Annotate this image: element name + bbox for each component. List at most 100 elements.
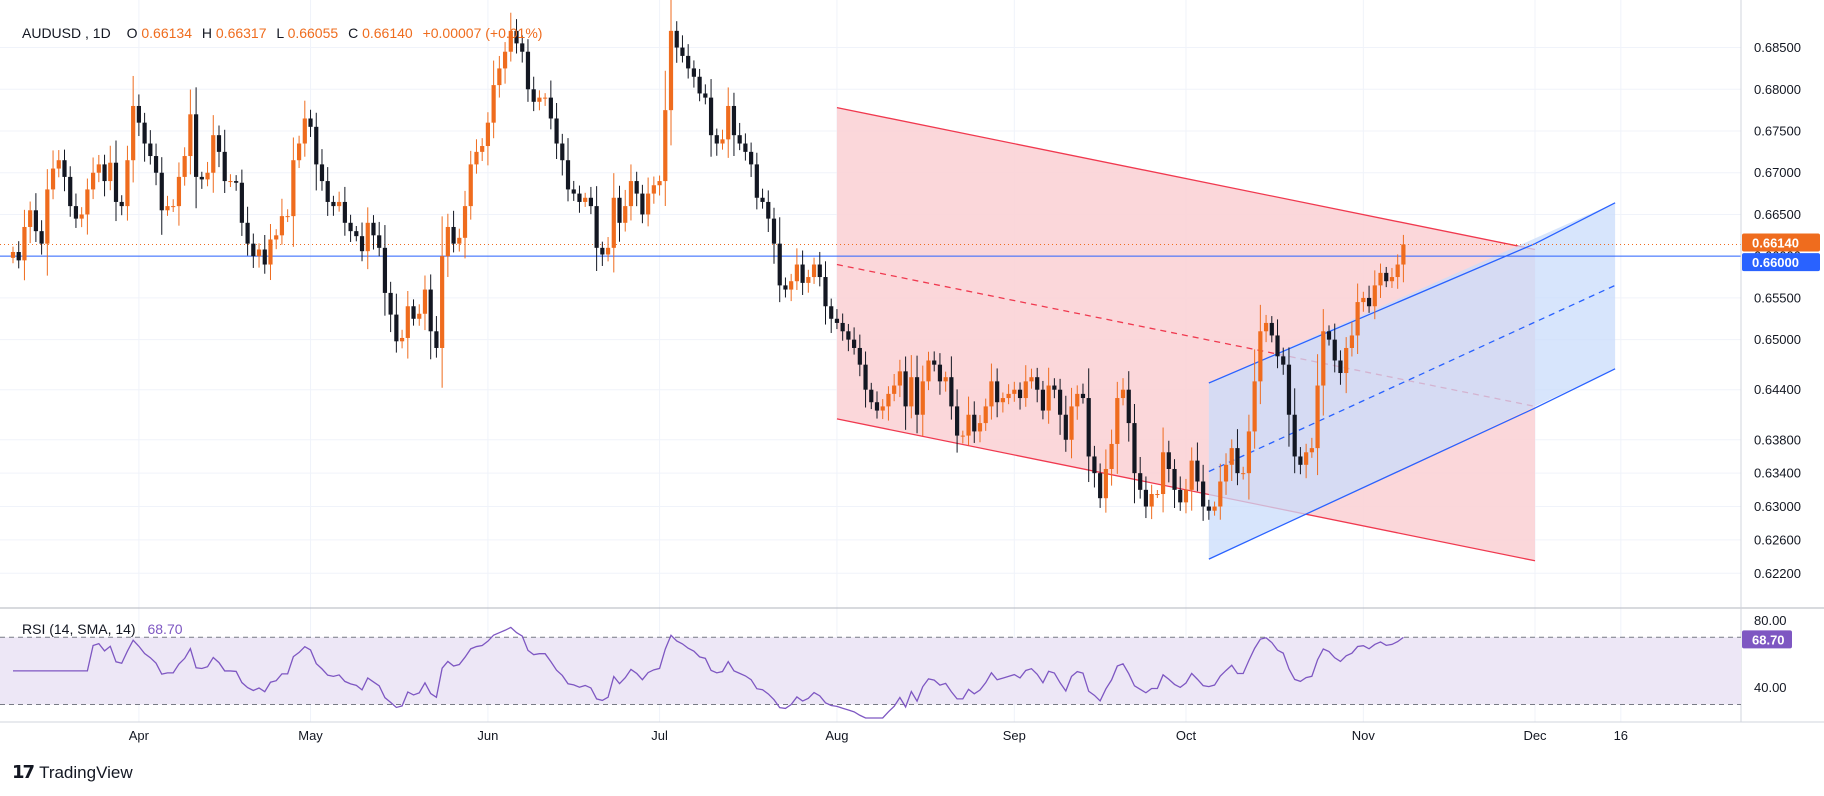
candle[interactable] — [1275, 319, 1280, 369]
candle[interactable] — [445, 213, 450, 278]
candle[interactable] — [434, 316, 439, 358]
candle[interactable] — [737, 122, 742, 151]
candle[interactable] — [869, 382, 874, 410]
candle[interactable] — [205, 161, 210, 187]
candle[interactable] — [651, 176, 656, 204]
tradingview-logo[interactable]: 𝟭𝟳 TradingView — [12, 762, 133, 783]
candle[interactable] — [1069, 387, 1074, 459]
candle[interactable] — [920, 365, 925, 437]
candle[interactable] — [73, 193, 79, 228]
candle[interactable] — [1172, 459, 1177, 508]
red-channel-mid-line[interactable] — [836, 263, 1536, 408]
candle[interactable] — [1178, 476, 1183, 511]
candle[interactable] — [239, 169, 244, 236]
candle[interactable] — [10, 246, 16, 264]
candle[interactable] — [560, 133, 565, 176]
candle[interactable] — [33, 193, 38, 242]
candle[interactable] — [903, 356, 908, 430]
candle[interactable] — [308, 109, 313, 137]
candle[interactable] — [714, 128, 719, 156]
candle[interactable] — [663, 70, 668, 207]
candle[interactable] — [348, 214, 353, 242]
candle[interactable] — [451, 210, 456, 253]
candle[interactable] — [377, 221, 382, 257]
candle[interactable] — [525, 39, 531, 102]
candle[interactable] — [1098, 463, 1103, 508]
candle[interactable] — [1338, 350, 1343, 385]
candle[interactable] — [325, 167, 330, 216]
candle[interactable] — [1263, 314, 1269, 343]
candle[interactable] — [1029, 368, 1034, 389]
candle[interactable] — [811, 257, 817, 284]
candle[interactable] — [497, 55, 502, 98]
candle[interactable] — [171, 199, 176, 213]
candle[interactable] — [394, 293, 399, 353]
candle[interactable] — [743, 133, 748, 161]
candle[interactable] — [1372, 270, 1377, 320]
candle[interactable] — [314, 112, 319, 191]
candle[interactable] — [508, 12, 513, 62]
candle[interactable] — [485, 112, 491, 166]
candle[interactable] — [1040, 380, 1046, 420]
candle[interactable] — [691, 60, 696, 88]
candle[interactable] — [1241, 466, 1246, 480]
candle[interactable] — [50, 150, 56, 200]
candle[interactable] — [926, 351, 931, 391]
candle[interactable] — [371, 215, 376, 250]
candle[interactable] — [1183, 478, 1189, 514]
candle[interactable] — [1092, 445, 1097, 488]
candle[interactable] — [462, 190, 468, 259]
candle[interactable] — [1304, 443, 1309, 479]
candle[interactable] — [1395, 254, 1400, 289]
candle[interactable] — [594, 186, 599, 272]
candle[interactable] — [794, 248, 799, 290]
candle[interactable] — [474, 139, 479, 174]
candle[interactable] — [726, 87, 731, 158]
candle[interactable] — [657, 175, 662, 196]
candle[interactable] — [422, 275, 428, 331]
candle[interactable] — [897, 359, 902, 398]
candle[interactable] — [1035, 367, 1040, 403]
candle[interactable] — [1017, 382, 1023, 410]
candle[interactable] — [234, 175, 239, 191]
candle[interactable] — [405, 291, 410, 359]
candle[interactable] — [1223, 453, 1229, 495]
candle[interactable] — [199, 171, 204, 189]
candle[interactable] — [1332, 323, 1337, 373]
blue-channel-upper-line[interactable] — [1208, 202, 1616, 384]
candle[interactable] — [228, 174, 233, 187]
candle[interactable] — [668, 0, 674, 146]
candle[interactable] — [159, 157, 164, 235]
blue-channel-lower-line[interactable] — [1208, 368, 1616, 560]
candle[interactable] — [468, 150, 473, 220]
candle[interactable] — [1063, 395, 1068, 452]
candle[interactable] — [983, 398, 988, 431]
candle[interactable] — [256, 243, 262, 268]
candle[interactable] — [165, 195, 170, 216]
candle[interactable] — [1401, 234, 1406, 283]
candle[interactable] — [417, 304, 422, 326]
candle[interactable] — [176, 162, 182, 226]
candle[interactable] — [193, 87, 199, 209]
candle[interactable] — [216, 125, 222, 168]
candle[interactable] — [1384, 266, 1389, 288]
candle[interactable] — [1080, 383, 1086, 404]
candle[interactable] — [1344, 337, 1349, 394]
candle[interactable] — [1292, 388, 1297, 474]
candle[interactable] — [56, 150, 61, 178]
candle[interactable] — [628, 164, 634, 221]
candle[interactable] — [977, 415, 983, 443]
candle[interactable] — [937, 353, 943, 395]
candle[interactable] — [188, 89, 193, 175]
candle[interactable] — [531, 76, 536, 112]
candle[interactable] — [1355, 283, 1360, 354]
candle[interactable] — [697, 68, 702, 102]
candle[interactable] — [337, 191, 342, 212]
candle[interactable] — [1086, 368, 1091, 483]
candle[interactable] — [1326, 325, 1332, 346]
candle[interactable] — [588, 186, 594, 215]
candle[interactable] — [1057, 378, 1063, 435]
candle[interactable] — [245, 206, 250, 256]
candle[interactable] — [880, 399, 885, 420]
candle[interactable] — [411, 299, 416, 326]
